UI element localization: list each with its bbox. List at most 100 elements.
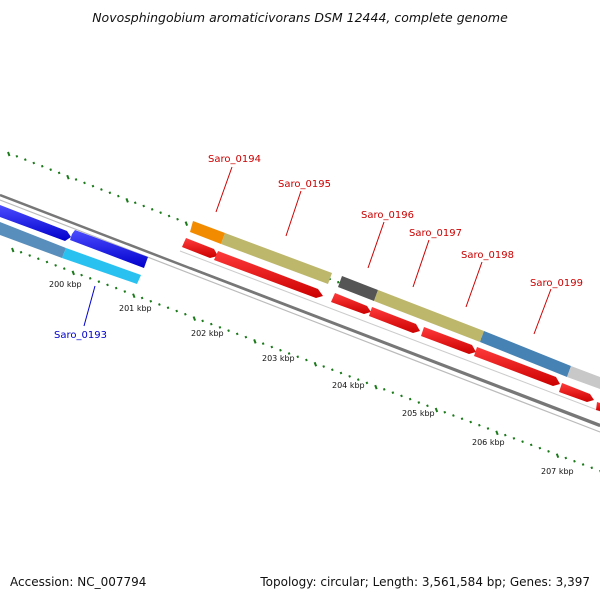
ruler-minor-tick	[45, 260, 49, 264]
forward-genes	[190, 221, 600, 389]
ruler-major-tick	[192, 316, 197, 321]
reverse-cds-track	[182, 238, 600, 411]
ruler-minor-tick	[512, 436, 516, 440]
ruler-minor-tick	[15, 154, 19, 158]
ruler-minor-tick	[287, 352, 291, 355]
ruler-minor-tick	[452, 414, 455, 417]
cds-red-6[interactable]	[474, 347, 560, 386]
ruler-minor-tick	[106, 283, 109, 287]
ruler-major-tick	[184, 221, 189, 226]
ruler-minor-tick	[426, 404, 429, 408]
ruler-minor-tick	[529, 443, 533, 447]
ruler-labels: 200 kbp 201 kbp 202 kbp 203 kbp 204 kbp …	[49, 280, 574, 476]
ruler-minor-tick	[32, 161, 36, 165]
backbone	[0, 193, 600, 433]
gene-saro-0196[interactable]	[338, 276, 378, 301]
feature-blue-1[interactable]	[0, 205, 71, 241]
gene-saro-0195[interactable]	[221, 233, 332, 284]
ruler-minor-tick	[123, 290, 127, 293]
ruler-minor-tick	[88, 277, 92, 280]
gene-saro-0199[interactable]	[480, 331, 571, 377]
ruler-minor-tick	[142, 204, 146, 208]
cds-red-1[interactable]	[182, 238, 218, 258]
cds-red-5[interactable]	[421, 327, 476, 354]
ruler-minor-tick	[37, 257, 40, 261]
ruler-minor-tick	[100, 188, 103, 191]
topology-summary: Topology: circular; Length: 3,561,584 bp…	[260, 575, 590, 589]
ruler-minor-tick	[408, 397, 412, 401]
ruler-minor-tick	[91, 184, 95, 188]
ruler-minor-tick	[443, 410, 447, 414]
ruler-minor-tick	[382, 388, 386, 391]
gene-grey-next[interactable]	[567, 366, 600, 389]
ruler-minor-tick	[19, 250, 23, 254]
ruler-minor-tick	[140, 296, 144, 300]
ruler-minor-tick	[184, 312, 187, 316]
ruler-minor-tick	[49, 168, 53, 171]
tick-label-205: 205 kbp	[402, 409, 435, 418]
feature-steel-1[interactable]	[0, 222, 66, 258]
ruler-minor-tick	[590, 466, 594, 470]
tick-label-207: 207 kbp	[541, 467, 574, 476]
cds-red-2[interactable]	[214, 251, 323, 298]
ruler-minor-tick	[348, 374, 351, 378]
gene-saro-0194[interactable]	[190, 221, 225, 244]
ruler-minor-tick	[339, 371, 343, 375]
ruler-major-tick	[495, 430, 499, 436]
ruler-minor-tick	[54, 263, 57, 267]
label-saro-0196: Saro_0196	[361, 210, 414, 221]
ruler-minor-tick	[469, 420, 473, 424]
ruler-minor-tick	[23, 158, 27, 161]
label-saro-0199: Saro_0199	[530, 278, 583, 289]
tick-label-201: 201 kbp	[119, 304, 152, 313]
ruler-minor-tick	[176, 217, 179, 221]
ruler-minor-tick	[356, 378, 360, 381]
ruler-minor-tick	[478, 423, 481, 427]
ruler-minor-tick	[391, 391, 395, 395]
feature-cyan-1[interactable]	[62, 248, 141, 284]
cds-red-7[interactable]	[559, 383, 594, 402]
ruler-major-tick	[313, 361, 318, 367]
ruler-minor-tick	[209, 322, 213, 326]
ruler-minor-tick	[305, 358, 308, 362]
ruler-minor-tick	[83, 181, 86, 185]
cds-red-8[interactable]	[596, 402, 600, 411]
ruler-minor-tick	[400, 394, 403, 398]
gene-saro-0197[interactable]	[374, 290, 484, 342]
tick-label-203: 203 kbp	[262, 354, 295, 363]
gene-callouts: Saro_0193 Saro_0194 Saro_0195 Saro_0196 …	[54, 154, 583, 341]
label-saro-0198: Saro_0198	[461, 250, 514, 261]
ruler-minor-tick	[244, 335, 248, 339]
ruler-minor-tick	[114, 286, 118, 290]
feature-blue-2[interactable]	[70, 230, 148, 268]
ruler-minor-tick	[62, 267, 66, 270]
ruler-minor-tick	[503, 433, 507, 437]
ruler-minor-tick	[235, 332, 239, 336]
ruler-major-tick	[132, 293, 136, 299]
ruler-minor-tick	[57, 171, 61, 175]
cds-red-3[interactable]	[331, 293, 371, 314]
ruler-minor-tick	[331, 368, 334, 372]
ruler-minor-tick	[166, 306, 170, 310]
ruler-major-tick	[253, 339, 257, 344]
ruler-minor-tick	[581, 463, 585, 466]
ruler-minor-tick	[108, 191, 112, 195]
label-saro-0193: Saro_0193	[54, 330, 107, 341]
ruler-minor-tick	[486, 427, 490, 430]
cds-red-4[interactable]	[369, 307, 420, 333]
ruler-minor-tick	[336, 280, 340, 284]
ruler-minor-tick	[159, 211, 162, 215]
ruler-minor-tick	[28, 254, 32, 257]
ruler-minor-tick	[322, 365, 326, 368]
ruler-major-tick	[66, 174, 70, 180]
ruler-minor-tick	[227, 329, 230, 332]
ruler-minor-tick	[80, 273, 83, 277]
ruler-minor-tick	[74, 178, 78, 181]
ruler-minor-tick	[218, 325, 222, 329]
label-saro-0197: Saro_0197	[409, 228, 462, 239]
tick-label-202: 202 kbp	[191, 329, 224, 338]
ruler-major-tick	[374, 384, 378, 390]
ruler-minor-tick	[261, 342, 265, 346]
ruler-major-tick	[434, 407, 439, 413]
